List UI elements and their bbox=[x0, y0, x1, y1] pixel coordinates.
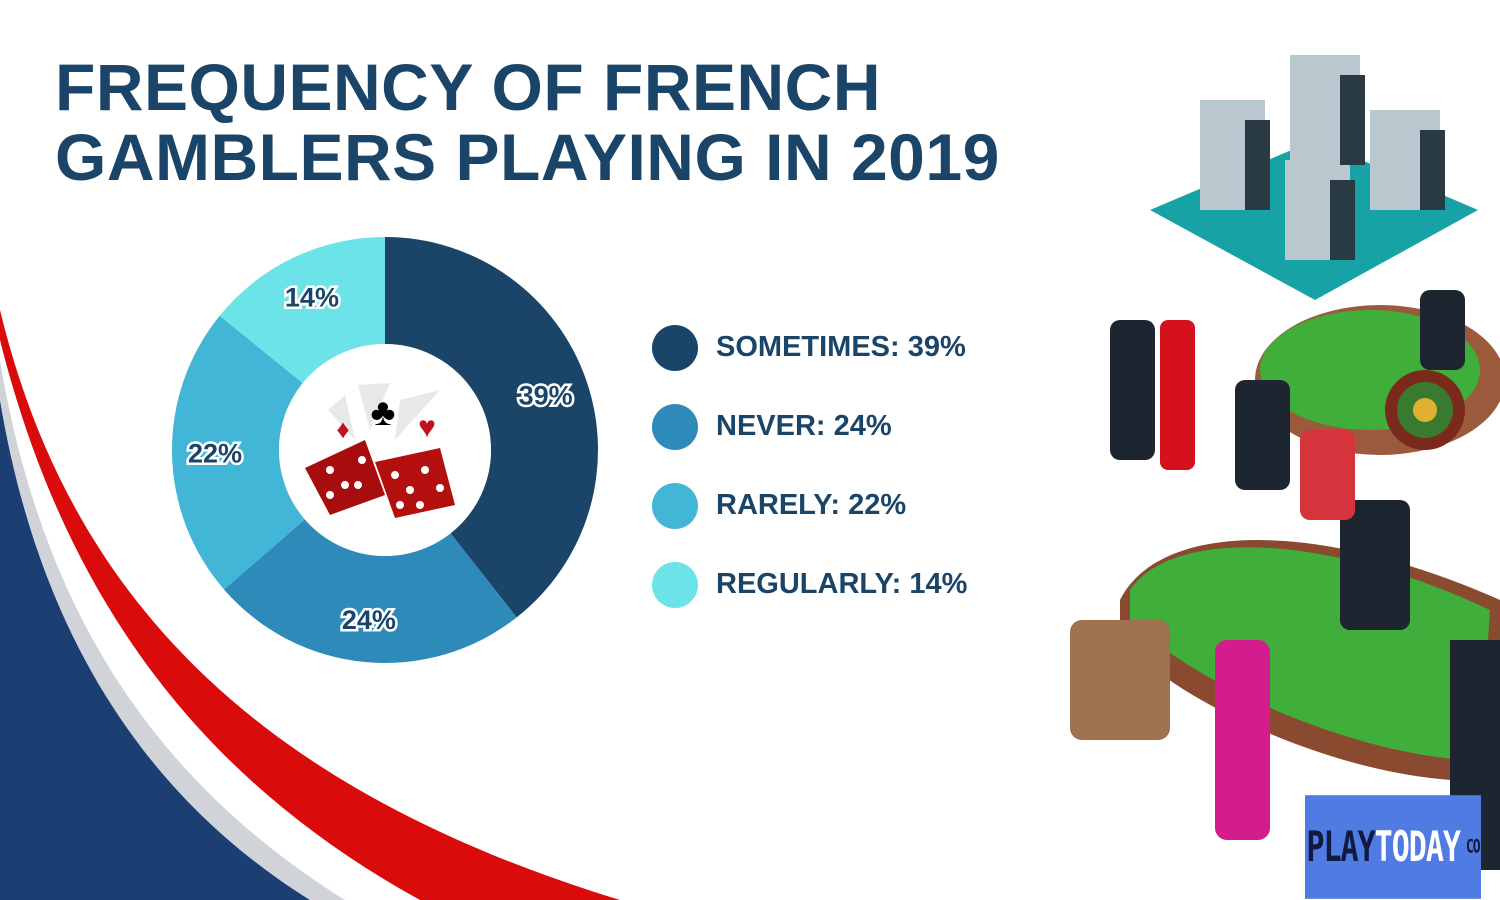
legend-swatch bbox=[652, 403, 698, 450]
donut-slice-sometimes bbox=[385, 237, 598, 618]
navy-swoosh bbox=[0, 400, 310, 900]
legend-label: RARELY: 22% bbox=[716, 489, 907, 521]
svg-text:♦: ♦ bbox=[336, 414, 349, 444]
logo-text-play: PLAY bbox=[1306, 822, 1375, 872]
white-stripe bbox=[0, 340, 420, 900]
data-label-regularly: 14% bbox=[285, 283, 339, 313]
legend-swatch bbox=[652, 561, 698, 608]
red-swoosh bbox=[0, 310, 620, 900]
legend-label: REGULARLY: 14% bbox=[716, 568, 968, 600]
legend-swatch bbox=[652, 324, 698, 371]
svg-text:♥: ♥ bbox=[418, 411, 436, 444]
title-line-1: FREQUENCY OF FRENCH bbox=[55, 50, 881, 124]
title-line-2: GAMBLERS PLAYING IN 2019 bbox=[55, 120, 1000, 194]
chart-legend: SOMETIMES: 39% NEVER: 24% RARELY: 22% RE… bbox=[652, 308, 967, 624]
donut-hole bbox=[279, 344, 491, 556]
playtoday-logo: PLAY TODAY CO bbox=[1305, 795, 1481, 899]
data-label-sometimes: 39% bbox=[519, 380, 573, 410]
casino-illustration bbox=[1070, 55, 1500, 870]
legend-item-never: NEVER: 24% bbox=[652, 387, 967, 466]
legend-label: NEVER: 24% bbox=[716, 410, 892, 442]
logo-text-co: CO bbox=[1465, 836, 1481, 858]
donut-slice-rarely bbox=[172, 315, 305, 590]
dice-cards-icon: ♣ ♥ ♦ bbox=[305, 383, 455, 518]
legend-item-rarely: RARELY: 22% bbox=[652, 466, 967, 545]
page-title: FREQUENCY OF FRENCH GAMBLERS PLAYING IN … bbox=[55, 52, 1000, 192]
logo-text-today: TODAY bbox=[1374, 822, 1461, 872]
legend-swatch bbox=[652, 482, 698, 529]
donut-slice-regularly bbox=[219, 237, 385, 384]
donut-slice-never bbox=[224, 519, 517, 663]
donut-chart: ♣ ♥ ♦ 39% 24% 22% 14% bbox=[172, 237, 598, 663]
svg-text:♣: ♣ bbox=[371, 392, 396, 434]
legend-item-regularly: REGULARLY: 14% bbox=[652, 545, 967, 624]
data-label-never: 24% bbox=[342, 605, 396, 635]
data-label-rarely: 22% bbox=[188, 439, 242, 469]
legend-label: SOMETIMES: 39% bbox=[716, 331, 966, 363]
legend-item-sometimes: SOMETIMES: 39% bbox=[652, 308, 967, 387]
